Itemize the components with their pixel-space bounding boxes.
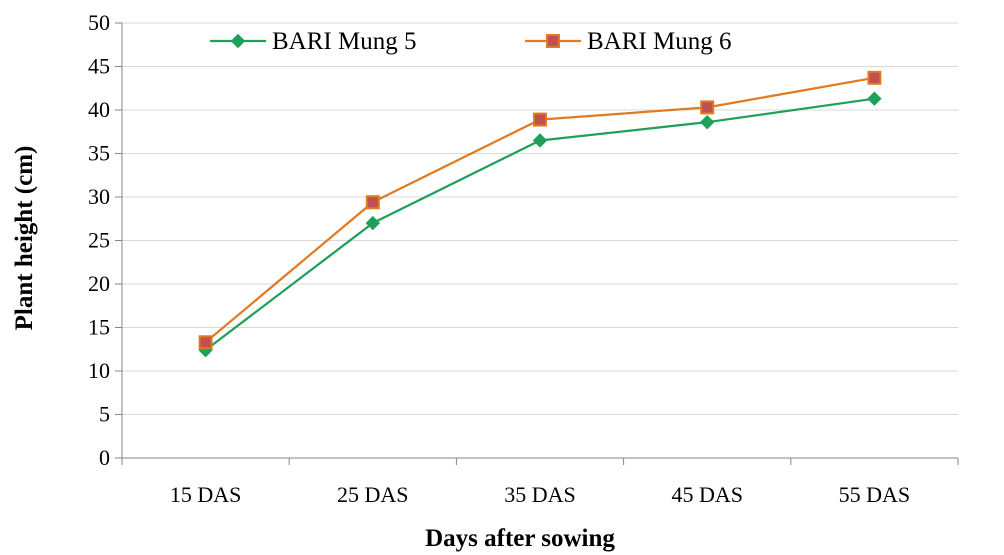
- legend-item: BARI Mung 5: [210, 28, 416, 55]
- x-axis-title: Days after sowing: [425, 525, 615, 552]
- y-tick-label: 50: [88, 10, 110, 35]
- y-tick-label: 5: [99, 402, 110, 427]
- axes: [115, 22, 959, 465]
- legend-marker: [230, 33, 246, 49]
- y-axis-title: Plant height (cm): [11, 146, 38, 331]
- y-tick-label: 40: [88, 97, 110, 122]
- data-point: [198, 335, 213, 350]
- y-tick-label: 25: [88, 228, 110, 253]
- data-point: [533, 112, 547, 127]
- x-tick-label: 15 DAS: [170, 482, 242, 507]
- data-point: [700, 100, 715, 115]
- legend: BARI Mung 5 BARI Mung 6: [210, 28, 731, 55]
- data-point: [365, 215, 381, 231]
- x-tick-label: 25 DAS: [337, 482, 409, 507]
- series: [198, 70, 882, 358]
- data-point: [867, 70, 882, 85]
- data-point: [867, 91, 882, 106]
- y-tick-label: 0: [99, 445, 110, 470]
- legend-label: BARI Mung 6: [587, 28, 731, 55]
- y-tick-label: 10: [88, 358, 110, 383]
- series-1: [198, 91, 882, 358]
- y-tick-label: 35: [88, 141, 110, 166]
- legend-marker: [546, 34, 560, 48]
- series-2: [198, 70, 882, 350]
- y-tick-label: 15: [88, 315, 110, 340]
- data-point: [699, 114, 715, 130]
- data-point: [532, 133, 548, 148]
- x-tick-label: 45 DAS: [671, 482, 743, 507]
- y-tick-label: 20: [88, 271, 110, 296]
- x-tick-label: 55 DAS: [839, 482, 911, 507]
- legend-label: BARI Mung 5: [272, 28, 416, 55]
- gridlines: [122, 22, 958, 415]
- x-tick-labels: 15 DAS 25 DAS 35 DAS 45 DAS 55 DAS: [170, 482, 910, 507]
- y-tick-label: 45: [88, 54, 110, 79]
- y-tick-label: 30: [88, 184, 110, 209]
- data-point: [365, 195, 380, 210]
- legend-item: BARI Mung 6: [525, 28, 731, 55]
- y-tick-labels: 0 5 10 15 20 25 30 35 40 45 50: [88, 10, 110, 470]
- x-tick-label: 35 DAS: [504, 482, 576, 507]
